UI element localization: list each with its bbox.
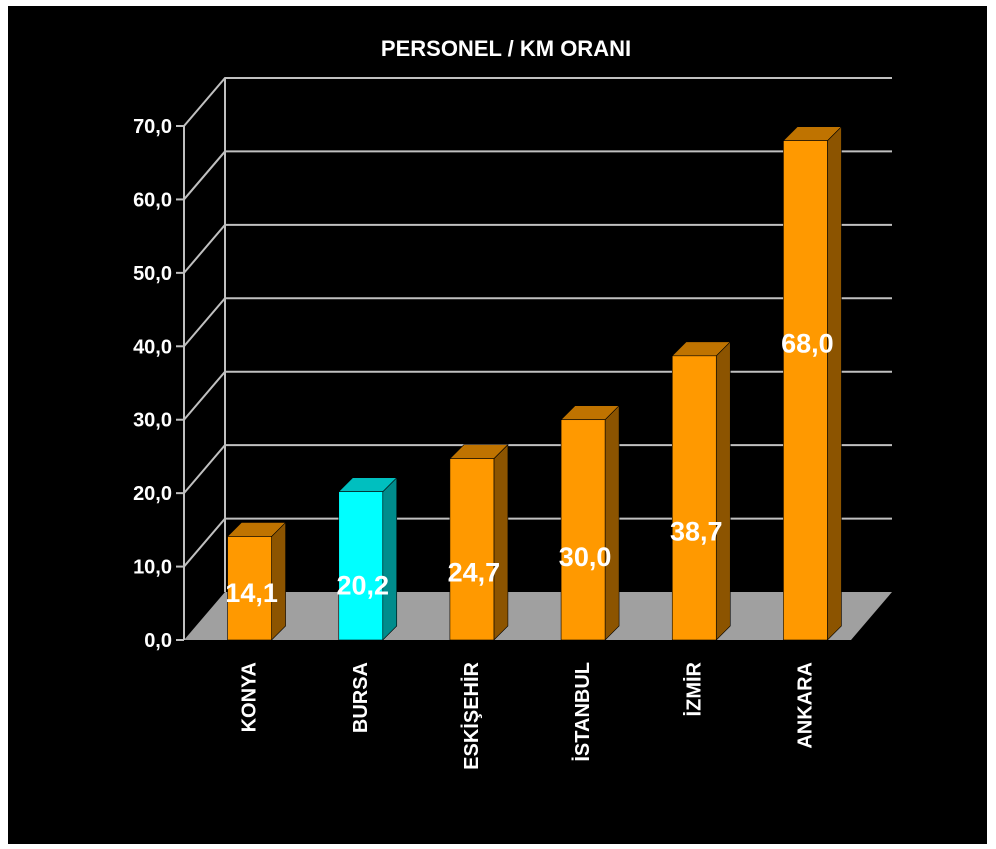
- gridline: [183, 444, 892, 494]
- chart-title: PERSONEL / KM ORANI: [381, 36, 631, 61]
- bars-group: 14,1 20,2 24,7 30,0 38,7 68,0: [225, 125, 843, 641]
- gridlines-group: [176, 77, 892, 641]
- x-tick-label: KONYA: [239, 662, 261, 732]
- data-label: 68,0: [781, 328, 834, 358]
- y-tick-labels: 0,0 10,0 20,0 30,0 40,0 50,0 60,0 70,0: [133, 116, 172, 652]
- gridline: [183, 223, 892, 274]
- y-tick-label: 50,0: [133, 263, 172, 285]
- y-tick-label: 30,0: [133, 410, 172, 432]
- y-tick-label: 60,0: [133, 189, 172, 211]
- y-tick-label: 70,0: [133, 116, 172, 138]
- bar: 30,0: [559, 404, 620, 641]
- bar-side: [493, 443, 509, 641]
- chart-frame: PERSONEL / KM ORANI 0,0 10,0 20,0 30,0 40,0 5…: [8, 6, 987, 844]
- bar: 24,7: [448, 443, 509, 641]
- y-tick-label: 20,0: [133, 483, 172, 505]
- bar-front: [783, 140, 828, 641]
- gridline: [183, 517, 892, 568]
- y-tick-label: 40,0: [133, 336, 172, 358]
- x-tick-label: BURSA: [350, 662, 372, 733]
- gridline: [183, 297, 892, 347]
- bar-side: [827, 125, 842, 641]
- bar-front: [227, 536, 272, 641]
- bar-chart: PERSONEL / KM ORANI 0,0 10,0 20,0 30,0 40,0 5…: [133, 36, 892, 770]
- bar-front: [671, 355, 717, 641]
- x-tick-label: ANKARA: [794, 662, 816, 749]
- gridline: [183, 150, 892, 201]
- bar-side: [604, 404, 620, 641]
- bar-front: [560, 419, 606, 641]
- data-label: 24,7: [448, 557, 501, 587]
- y-tick-label: 10,0: [133, 557, 172, 579]
- y-tick-label: 0,0: [144, 630, 172, 652]
- data-label: 38,7: [670, 516, 723, 546]
- data-label: 20,2: [336, 571, 389, 601]
- x-tick-label: ESKİŞEHİR: [460, 661, 483, 769]
- bar-side: [382, 476, 398, 641]
- bar-side: [715, 341, 731, 641]
- bar-front: [449, 458, 495, 641]
- gridline: [183, 77, 892, 127]
- x-tick-label: İSTANBUL: [571, 662, 594, 762]
- gridline: [183, 370, 892, 421]
- bar-front: [338, 491, 384, 641]
- bar: 14,1: [225, 521, 287, 641]
- x-tick-label: İZMİR: [682, 661, 705, 716]
- bar: 38,7: [670, 341, 731, 641]
- data-label: 14,1: [225, 578, 278, 608]
- bar: 68,0: [781, 125, 843, 641]
- data-label: 30,0: [559, 542, 612, 572]
- bar: 20,2: [336, 476, 398, 641]
- x-tick-labels: KONYA BURSA ESKİŞEHİR İSTANBUL İZMİR ANKARA: [239, 661, 817, 769]
